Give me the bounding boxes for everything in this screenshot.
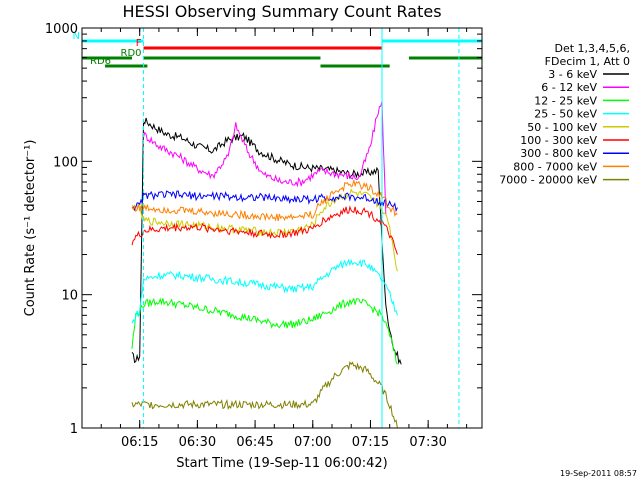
flag-label-rd6: RD6 [90,56,111,67]
series-line-2 [131,297,398,365]
series-line-0 [131,117,402,365]
legend-label-7: 800 - 7000 keV [513,160,597,173]
series-line-7 [131,179,398,222]
flag-label-f: F [136,38,142,49]
series-line-3 [131,258,398,324]
legend-label-1: 6 - 12 keV [541,81,597,94]
series-line-4 [131,188,398,272]
series-line-6 [131,190,398,213]
flag-label-rd0: RD0 [121,48,142,59]
series-line-8 [131,361,398,429]
legend-label-0: 3 - 6 keV [548,68,597,81]
x-tick-label-5: 07:30 [409,435,446,450]
legend-label-5: 100 - 300 keV [520,134,597,147]
y-tick-label-1: 10 [61,289,78,304]
legend-header-0: Det 1,3,4,5,6, [554,42,630,55]
series-layer [131,101,402,429]
x-tick-label-1: 06:30 [179,435,216,450]
legend-header-1: FDecim 1, Att 0 [545,55,630,68]
x-tick-label-4: 07:15 [352,435,389,450]
legend-label-3: 25 - 50 keV [534,108,597,121]
x-tick-label-3: 07:00 [294,435,331,450]
legend-label-4: 50 - 100 keV [527,121,597,134]
series-line-1 [143,101,387,215]
series-line-5 [131,205,398,255]
y-tick-label-0: 1 [70,422,78,437]
legend-label-2: 12 - 25 keV [534,94,597,107]
y-tick-label-3: 1000 [45,22,78,37]
axes-layer: 06:15 06:30 06:45 07:00 07:15 07:30 1 10 100 1000 [45,22,482,450]
y-tick-label-2: 100 [53,155,78,170]
x-tick-label-2: 06:45 [236,435,273,450]
legend-label-6: 300 - 800 keV [520,147,597,160]
x-axis-label: Start Time (19-Sep-11 06:00:42) [176,456,387,471]
flag-label-n: N [73,31,80,42]
markers-layer [143,28,460,428]
chart-title: HESSI Observing Summary Count Rates [122,2,441,21]
legend: Det 1,3,4,5,6,FDecim 1, Att 03 - 6 keV6 … [499,42,630,187]
plot-frame [81,27,483,429]
legend-label-8: 7000 - 20000 keV [499,174,597,187]
x-tick-label-0: 06:15 [121,435,158,450]
date-stamp: 19-Sep-2011 08:57 [560,469,637,478]
y-axis-label: Count Rate (s⁻¹ detector⁻¹) [23,140,38,317]
